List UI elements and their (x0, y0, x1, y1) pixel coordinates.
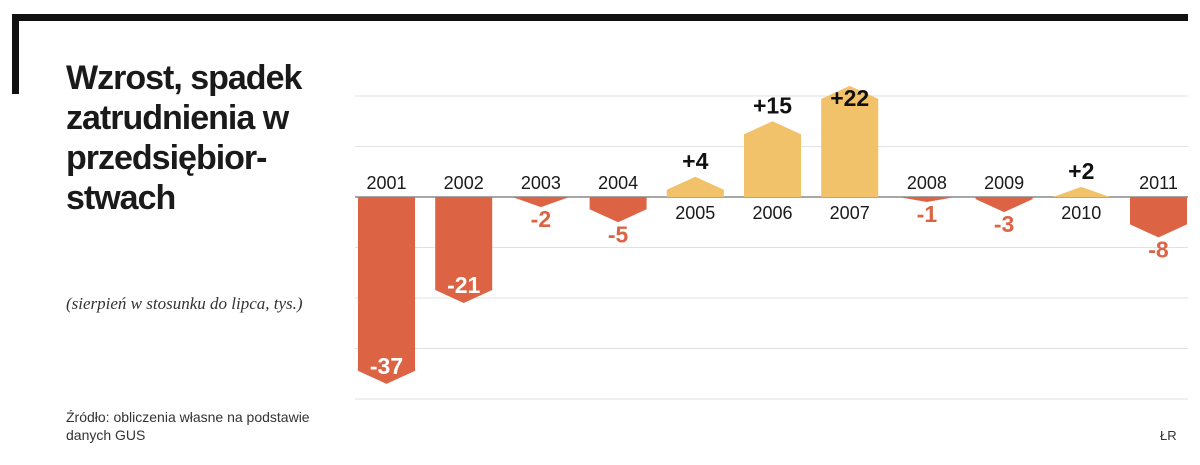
bar-2003 (512, 197, 570, 208)
source-note: Źródło: obliczenia własne na podstawie d… (66, 409, 310, 443)
gridlines (355, 95, 1188, 400)
value-label-2001: -37 (370, 353, 403, 379)
bar-2009 (975, 197, 1033, 213)
year-label-2003: 2003 (521, 173, 561, 193)
bar-2004 (589, 197, 647, 223)
value-label-2005: +4 (682, 148, 708, 174)
year-label-2010: 2010 (1061, 203, 1101, 223)
author-credit: ŁR (1160, 428, 1177, 443)
value-label-2003: -2 (531, 206, 551, 232)
value-label-2004: -5 (608, 221, 629, 247)
frame-left-bar (12, 14, 19, 94)
year-label-2009: 2009 (984, 173, 1024, 193)
year-label-2007: 2007 (830, 203, 870, 223)
year-label-2005: 2005 (675, 203, 715, 223)
year-label-2004: 2004 (598, 173, 638, 193)
labels: 2001 -37 2002 -21 2003 -2 2004 -5 2005 +4 2006 +15 2… (366, 85, 1177, 379)
year-label-2001: 2001 (366, 173, 406, 193)
bar-2006 (744, 121, 801, 197)
value-label-2008: -1 (917, 201, 938, 227)
chart-subtitle: (sierpień w stosunku do lipca, tys.) (66, 294, 303, 313)
bars (358, 85, 1187, 384)
bar-2002 (435, 197, 493, 304)
year-label-2006: 2006 (752, 203, 792, 223)
bar-2010 (1052, 186, 1110, 197)
value-label-2010: +2 (1068, 158, 1094, 184)
year-label-2011: 2011 (1139, 173, 1178, 193)
bar-2011 (1130, 197, 1187, 238)
year-label-2008: 2008 (907, 173, 947, 193)
value-label-2007: +22 (830, 85, 869, 111)
value-label-2011: -8 (1148, 236, 1169, 262)
frame-top-bar (12, 14, 1188, 21)
bar-2005 (666, 176, 724, 197)
value-label-2002: -21 (447, 272, 480, 298)
bar-2001 (358, 197, 415, 384)
bar-2007 (821, 85, 879, 197)
bar-2008 (898, 197, 956, 203)
year-label-2002: 2002 (444, 173, 484, 193)
value-label-2009: -3 (994, 211, 1014, 237)
value-label-2006: +15 (753, 92, 792, 118)
chart-title: Wzrost, spadek zatrudnienia w przedsiębi… (66, 59, 302, 217)
